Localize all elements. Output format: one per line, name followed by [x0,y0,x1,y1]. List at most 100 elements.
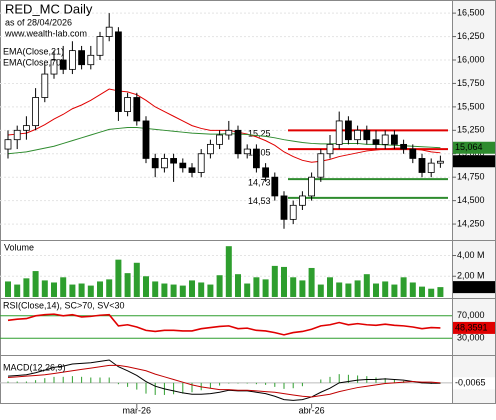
y-tick-label: 16,000 [457,54,485,64]
candle-body [234,129,242,155]
chart-title: RED_MC Daily [5,1,93,16]
volume-bar [97,281,103,297]
volume-bar [437,287,444,297]
overlay-label: EMA(Close,70) [3,57,64,67]
volume-bar [198,282,205,297]
candle-body [308,176,316,197]
candle-body [50,59,58,75]
y-tick-label: 16,500 [457,8,485,18]
candle-body [59,59,67,70]
volume-bar [179,285,186,297]
volume-bar [124,273,131,297]
panel-title: MACD(12,26,9) [3,362,66,372]
value-tag-label: 14,920 [455,156,483,166]
candle-body [381,134,389,145]
volume-bar [207,284,214,297]
candle-body [22,125,30,131]
volume-bar [23,278,30,297]
volume-bar [216,275,223,297]
panel-title: RSI(Close,14), SC>70, SV<30 [3,300,125,310]
candle-body [115,31,122,112]
volume-bar [78,283,85,297]
value-tag [453,281,495,294]
candle-body [372,139,380,145]
volume-bar [409,282,416,297]
candle-body [390,134,398,145]
volume-bar [308,267,315,297]
value-tag-label: 953.270 [455,281,488,291]
y-tick-label: 15,250 [457,125,485,135]
volume-bar [51,282,57,297]
y-tick-label: 15,750 [457,78,485,88]
y-tick-label: 30,000 [457,333,485,343]
candle-body [78,50,85,66]
y-tick-label: 14,500 [457,195,485,205]
volume-bar [299,280,306,297]
volume-bar [41,280,48,297]
volume-bar [244,283,251,297]
subtitle: as of 28/04/2026 [5,17,72,27]
candle-body [188,167,196,173]
volume-bar [363,274,370,297]
volume-bar [152,281,159,297]
volume-bar [189,280,195,297]
value-tag-label: -0,0065 [455,378,486,388]
candle-body [197,153,205,173]
level-label: 15,25 [248,129,271,139]
volume-bar [317,284,324,297]
volume-bar [290,277,297,297]
candle-body [151,158,159,169]
candle-body [124,97,131,112]
value-tag [453,155,495,168]
rsi-line [7,313,441,336]
volume-bar [281,266,287,297]
candle-body [262,167,270,178]
candle-body [4,139,12,150]
value-tag [453,321,495,334]
volume-bar [225,246,232,297]
volume-bar [345,283,352,297]
candle-body [69,50,76,70]
candle-body [13,129,21,141]
x-tick-label: abr-26 [299,405,325,415]
candle-body [170,158,178,164]
candle-body [344,120,352,141]
candle-body [142,120,150,159]
volume-bar [235,274,241,297]
volume-bar [327,277,333,297]
candle-body [271,176,279,197]
candle-body [298,195,306,206]
y-tick-label: 14,250 [457,218,485,228]
candle-body [32,97,39,127]
volume-bar [262,279,269,297]
candle-body [280,195,288,220]
ema-line [7,127,441,155]
candle-body [335,120,343,145]
volume-bar [60,277,67,297]
candle-body [409,148,417,159]
value-tag-label: 15,064 [455,142,483,152]
volume-bar [428,288,435,297]
volume-bar [419,286,425,297]
axis-column [452,0,496,404]
candle-body [179,162,187,169]
y-tick-label: 70,000 [457,310,485,320]
candle-body [243,148,251,155]
level-label: 14,73 [248,177,271,187]
volume-bar [354,280,361,297]
value-tag [453,377,495,390]
value-tag-label: 48,3591 [455,322,488,332]
y-tick-label: 15,500 [457,101,485,111]
candle-body [436,160,444,164]
volume-bar [253,277,260,297]
candle-body [317,153,325,178]
volume-bar [161,283,168,297]
volume-bar [14,284,21,297]
candle-body [216,134,224,145]
candle-body [41,73,49,98]
candle-body [225,129,233,136]
ema-line [7,88,441,163]
y-tick-label: 14,750 [457,172,485,182]
candle-body [400,143,408,150]
volume-bar [133,262,140,297]
